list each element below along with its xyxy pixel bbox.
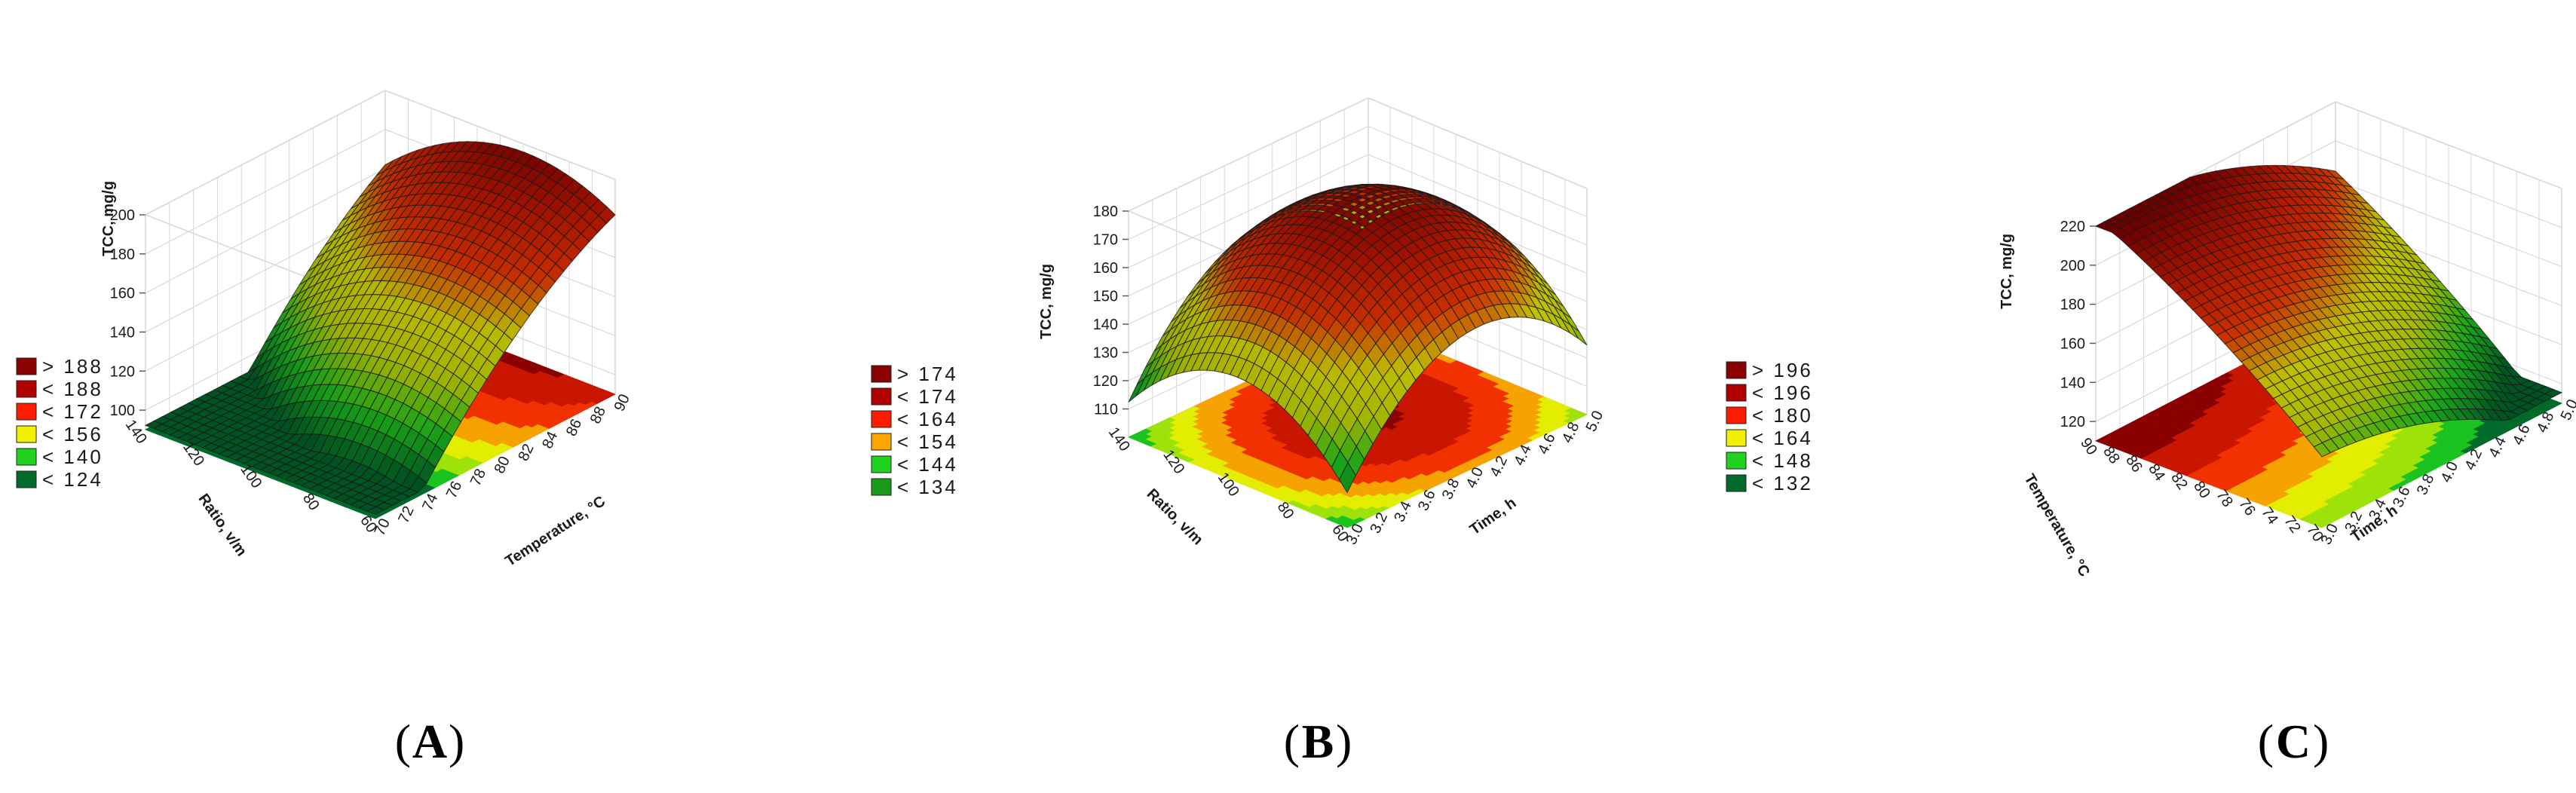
caption-letter: A	[412, 715, 447, 768]
legend-swatch	[16, 448, 37, 466]
legend-swatch	[871, 365, 892, 383]
wall-gridline	[145, 90, 616, 216]
panel-b: 110 120 130 140 150 160 170 180 3.0 3.2 3.4 3.6 3.8 4…	[859, 0, 1717, 793]
z-tick-label: 120	[1093, 373, 1118, 390]
y-axis-label: Ratio, v/m	[1144, 485, 1206, 548]
surface-cell	[598, 206, 616, 225]
z-tick-label: 200	[110, 207, 135, 224]
x-tick-label: 82	[515, 442, 537, 464]
z-tick-label: 160	[1093, 260, 1118, 277]
legend-label: < 154	[897, 430, 958, 453]
legend-swatch	[16, 470, 37, 488]
z-tick-label: 160	[110, 286, 135, 302]
legend-label: < 144	[897, 453, 958, 476]
x-axis-label: Time, h	[1467, 494, 1520, 538]
legend-swatch	[16, 403, 37, 421]
legend-label: < 172	[42, 400, 103, 423]
x-axis-label: Temperature, °C	[502, 493, 608, 570]
x-tick-label: 84	[539, 429, 561, 451]
z-axis-label: TCC, mg/g	[100, 181, 117, 256]
panel-c: 120 140 160 180 200 220 3.0 3.2 3.4 3.6 3.8 4.0 4.2 4…	[1717, 0, 2576, 793]
wall-gridline	[1128, 182, 1588, 297]
x-tick-label: 88	[587, 404, 609, 426]
x-tick-label: 72	[395, 504, 417, 525]
surface-cell	[1570, 324, 1588, 346]
caption-close: )	[449, 715, 464, 768]
x-tick-label: 86	[563, 417, 585, 439]
z-tick-label: 140	[110, 324, 135, 341]
x-tick-label: 90	[611, 392, 633, 414]
legend-label: < 174	[897, 385, 958, 408]
z-tick-label: 180	[110, 246, 135, 263]
z-tick-label: 180	[1093, 204, 1118, 220]
z-tick-label: 130	[1093, 345, 1118, 362]
z-tick-label: 140	[1093, 317, 1118, 333]
wall-gridline	[1128, 125, 1588, 240]
legend-swatch	[16, 357, 37, 375]
caption-close: )	[1336, 715, 1352, 768]
legend-swatch	[871, 387, 892, 406]
legend-swatch	[871, 455, 892, 473]
wall-gridline	[1128, 154, 1588, 268]
y-axis-label: Ratio, v/m	[195, 491, 250, 559]
panel-a: 100 120 140 160 180 200 70 72 74 76 78 80 82 84 86 88 90…	[0, 0, 859, 793]
z-tick-label: 110	[1094, 402, 1118, 418]
legend-label: < 124	[42, 468, 103, 491]
legend-swatch	[871, 410, 892, 428]
x-tick-label: 78	[467, 467, 489, 488]
z-tick-label: 120	[110, 363, 135, 380]
legend-swatch	[871, 478, 892, 496]
caption-b: ( B )	[1284, 715, 1352, 768]
legend-swatch	[871, 433, 892, 451]
z-tick-label: 150	[1093, 289, 1118, 305]
wall-gridline	[1128, 97, 1588, 212]
legend-swatch	[16, 425, 37, 443]
surface-chart-a: 1001201401601802007072747678808284868890…	[16, 90, 633, 768]
caption-letter: B	[1302, 715, 1334, 768]
x-tick-label: 74	[419, 491, 441, 513]
legend-label: > 174	[897, 363, 958, 385]
z-tick-label: 100	[110, 403, 135, 419]
legend-label: < 134	[897, 476, 958, 498]
z-axis-label: TCC, mg/g	[1038, 264, 1055, 339]
legend-label: < 188	[42, 378, 103, 400]
x-tick-label: 80	[492, 454, 513, 476]
legend-label: < 140	[42, 445, 103, 468]
legend-label: > 188	[42, 355, 103, 378]
legend-label: < 164	[897, 408, 958, 430]
caption-a: ( A )	[395, 715, 465, 768]
x-tick-label: 76	[443, 479, 465, 501]
caption-open: (	[395, 715, 411, 768]
caption-open: (	[1284, 715, 1300, 768]
z-tick-label: 170	[1093, 232, 1118, 249]
legend-swatch	[16, 380, 37, 398]
legend-label: < 156	[42, 423, 103, 445]
